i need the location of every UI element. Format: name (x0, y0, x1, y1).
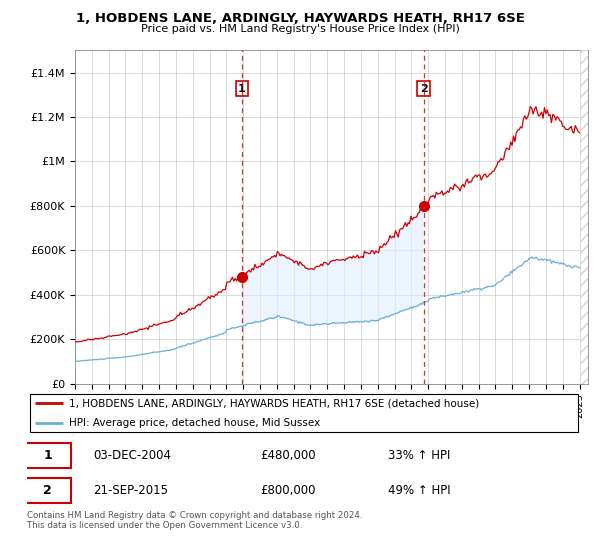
Text: 03-DEC-2004: 03-DEC-2004 (94, 449, 172, 462)
Text: 49% ↑ HPI: 49% ↑ HPI (388, 484, 451, 497)
Text: £480,000: £480,000 (260, 449, 316, 462)
Text: Price paid vs. HM Land Registry's House Price Index (HPI): Price paid vs. HM Land Registry's House … (140, 24, 460, 34)
Text: 33% ↑ HPI: 33% ↑ HPI (388, 449, 450, 462)
Text: 2: 2 (419, 83, 427, 94)
Text: 1, HOBDENS LANE, ARDINGLY, HAYWARDS HEATH, RH17 6SE (detached house): 1, HOBDENS LANE, ARDINGLY, HAYWARDS HEAT… (68, 398, 479, 408)
Text: HPI: Average price, detached house, Mid Sussex: HPI: Average price, detached house, Mid … (68, 418, 320, 428)
FancyBboxPatch shape (30, 394, 578, 432)
FancyBboxPatch shape (24, 478, 71, 503)
Text: 2: 2 (43, 484, 52, 497)
Text: £800,000: £800,000 (260, 484, 316, 497)
Text: 1: 1 (238, 83, 246, 94)
Polygon shape (580, 50, 588, 384)
Text: 21-SEP-2015: 21-SEP-2015 (94, 484, 169, 497)
Text: 1, HOBDENS LANE, ARDINGLY, HAYWARDS HEATH, RH17 6SE: 1, HOBDENS LANE, ARDINGLY, HAYWARDS HEAT… (76, 12, 524, 25)
Text: 1: 1 (43, 449, 52, 462)
FancyBboxPatch shape (24, 443, 71, 469)
Text: Contains HM Land Registry data © Crown copyright and database right 2024.
This d: Contains HM Land Registry data © Crown c… (27, 511, 362, 530)
